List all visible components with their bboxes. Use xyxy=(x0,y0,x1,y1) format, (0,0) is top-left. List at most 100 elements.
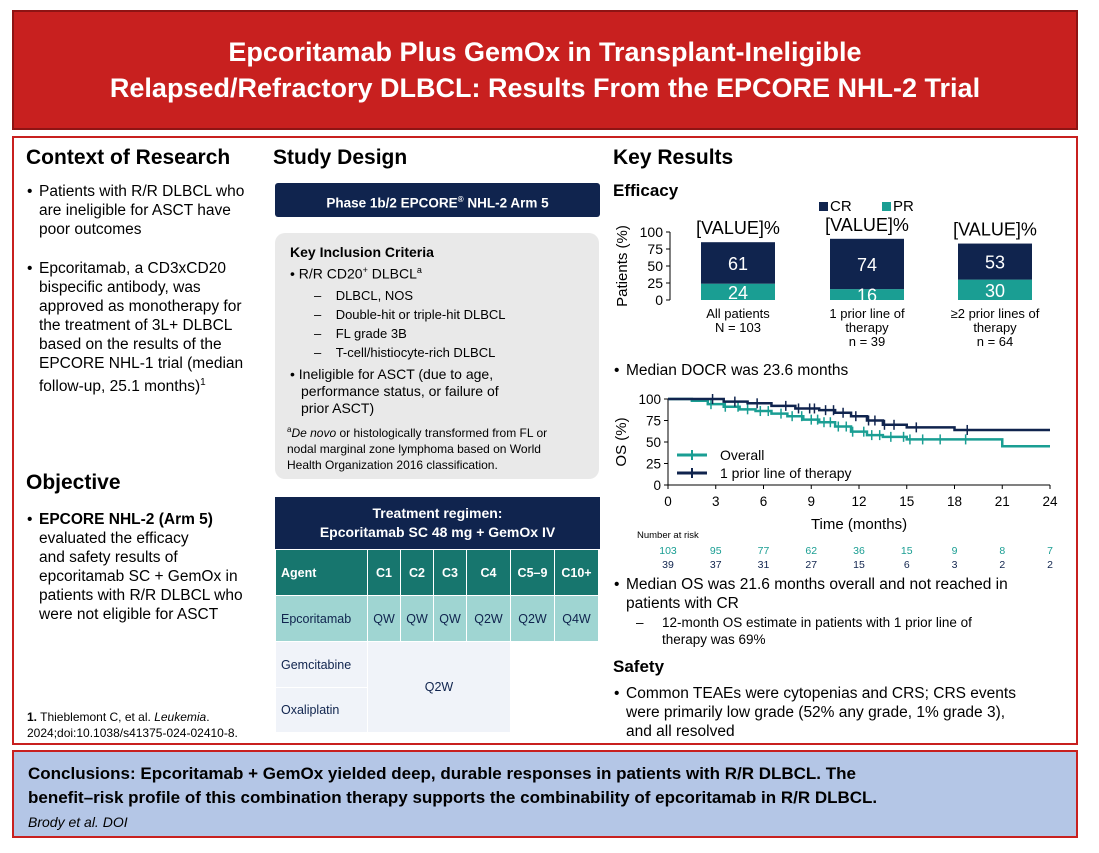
table-cell: Epcoritamab xyxy=(275,595,368,642)
x-tick-label: 9 xyxy=(807,494,815,509)
table-header-cell: Agent xyxy=(275,549,368,596)
x-tick-label: 18 xyxy=(947,494,962,509)
top-value-label: [VALUE]% xyxy=(825,215,909,235)
key-results-heading: Key Results xyxy=(613,146,734,169)
context-b2-line: approved as monotherapy for xyxy=(39,298,242,315)
table-cell: Oxaliplatin xyxy=(275,687,368,733)
risk-count: 2 xyxy=(999,559,1005,570)
risk-count: 15 xyxy=(853,559,865,570)
criterion-sub: – T-cell/histiocyte-rich DLBCL xyxy=(314,345,496,360)
y-tick-label: 75 xyxy=(646,414,661,429)
regimen-table: Agent C1 C2 C3 C4 C5–9 C10+ Epcoritamab … xyxy=(275,549,599,733)
km-curve-line xyxy=(668,397,1050,448)
efficacy-heading: Efficacy xyxy=(613,181,679,200)
table-cell: Q2W xyxy=(510,595,555,642)
table-header-cell: C2 xyxy=(400,549,434,596)
x-category-label: 1 prior line of xyxy=(829,306,905,321)
km-curve-line xyxy=(668,397,1050,432)
risk-count: 31 xyxy=(758,559,770,570)
risk-count: 62 xyxy=(805,545,817,557)
y-tick-label: 75 xyxy=(647,241,663,257)
x-category-label: All patients xyxy=(706,306,770,321)
reference-footnote: 1. Thieblemont C, et al. Leukemia. 2024;… xyxy=(27,710,238,740)
safety-heading: Safety xyxy=(613,657,665,676)
x-tick-label: 0 xyxy=(664,494,672,509)
table-cell: Q2W xyxy=(466,595,511,642)
x-tick-label: 24 xyxy=(1042,494,1058,509)
risk-count: 36 xyxy=(853,545,865,557)
y-tick-label: 0 xyxy=(653,478,661,493)
risk-count: 3 xyxy=(952,559,958,570)
risk-count: 39 xyxy=(662,559,674,570)
risk-count: 2 xyxy=(1047,559,1053,570)
table-header-cell: C5–9 xyxy=(510,549,555,596)
table-row: Oxaliplatin xyxy=(275,687,599,733)
safety-bullet: • Common TEAEs were cytopenias and CRS; … xyxy=(614,685,1016,740)
context-b2-line: the treatment of 3L+ DLBCL xyxy=(39,317,233,334)
risk-count: 6 xyxy=(904,559,910,570)
context-b1-line: are ineligible for ASCT have xyxy=(39,202,231,219)
regimen-header: Treatment regimen: Epcoritamab SC 48 mg … xyxy=(275,497,600,549)
table-row: Agent C1 C2 C3 C4 C5–9 C10+ xyxy=(275,549,599,596)
table-row: Epcoritamab QW QW QW Q2W Q2W Q4W xyxy=(275,595,599,642)
criteria-title: Key Inclusion Criteria xyxy=(290,244,434,260)
context-bullet-1: • Patients with R/R DLBCL who are inelig… xyxy=(27,182,267,239)
table-header-cell: C10+ xyxy=(554,549,599,596)
title-banner: Epcoritamab Plus GemOx in Transplant-Ine… xyxy=(12,10,1078,130)
criterion-sub: – FL grade 3B xyxy=(314,326,407,341)
data-label-cr: 53 xyxy=(985,253,1005,273)
x-tick-label: 21 xyxy=(995,494,1010,509)
criterion-sub: – DLBCL, NOS xyxy=(314,288,413,303)
objective-heading: Objective xyxy=(26,471,121,494)
risk-count: 95 xyxy=(710,545,722,557)
conclusion-citation: Brody et al. DOI xyxy=(28,814,128,830)
risk-count: 37 xyxy=(710,559,722,570)
data-label-pr: 16 xyxy=(857,286,877,306)
y-tick-label: 50 xyxy=(647,258,663,274)
objective-line: patients with R/R DLBCL who xyxy=(39,587,243,604)
x-axis-label: Time (months) xyxy=(811,516,907,533)
risk-count: 9 xyxy=(952,545,958,557)
x-category-label: n = 64 xyxy=(977,334,1014,349)
objective-line: evaluated the efficacy xyxy=(39,530,189,547)
study-design-heading: Study Design xyxy=(273,146,408,169)
criterion-asct: • Ineligible for ASCT (due to age, perfo… xyxy=(290,366,499,416)
context-b2-line: based on the results of the xyxy=(39,336,222,353)
phase-banner: Phase 1b/2 EPCORE® NHL-2 Arm 5 xyxy=(275,183,600,217)
legend-label-pr: PR xyxy=(893,198,914,215)
data-label-pr: 24 xyxy=(728,283,748,303)
y-axis-label: Patients (%) xyxy=(614,225,631,307)
data-label-cr: 74 xyxy=(857,255,877,275)
y-tick-label: 25 xyxy=(647,275,663,291)
title-line-1: Epcoritamab Plus GemOx in Transplant-Ine… xyxy=(228,37,862,67)
context-bullet-2: • Epcoritamab, a CD3xCD20 bispecific ant… xyxy=(27,259,267,396)
table-cell: Q4W xyxy=(554,595,599,642)
inclusion-criteria-box: Key Inclusion Criteria • R/R CD20+ DLBCL… xyxy=(275,233,599,479)
criteria-footnote: aDe novo or histologically transformed f… xyxy=(287,425,548,472)
table-cell xyxy=(510,641,599,733)
top-value-label: [VALUE]% xyxy=(696,218,780,238)
risk-count: 15 xyxy=(901,545,913,557)
y-tick-label: 25 xyxy=(646,457,661,472)
legend-swatch-pr xyxy=(882,202,891,211)
reference-superscript: 1 xyxy=(200,377,206,388)
risk-count: 27 xyxy=(805,559,817,570)
bar-cr xyxy=(958,243,1032,280)
x-category-label: therapy xyxy=(973,320,1017,335)
context-b2-line: bispecific antibody, was xyxy=(39,279,201,296)
objective-bold-text: EPCORE NHL-2 (Arm 5) xyxy=(39,511,213,528)
x-tick-label: 3 xyxy=(712,494,720,509)
table-cell: QW xyxy=(367,595,401,642)
context-b2-line: follow-up, 25.1 months)1 xyxy=(39,377,206,396)
risk-count: 77 xyxy=(758,545,770,557)
conclusion-line-1: Conclusions: Epcoritamab + GemOx yielded… xyxy=(28,764,856,783)
table-header-cell: C1 xyxy=(367,549,401,596)
table-cell: Q2W xyxy=(367,641,511,733)
legend-swatch-cr xyxy=(819,202,828,211)
y-tick-label: 0 xyxy=(655,292,663,308)
table-header-cell: C3 xyxy=(433,549,467,596)
risk-table-label: Number at risk xyxy=(637,530,699,541)
context-b2-line: EPCORE NHL-1 trial (median xyxy=(39,355,244,372)
x-tick-label: 15 xyxy=(899,494,914,509)
